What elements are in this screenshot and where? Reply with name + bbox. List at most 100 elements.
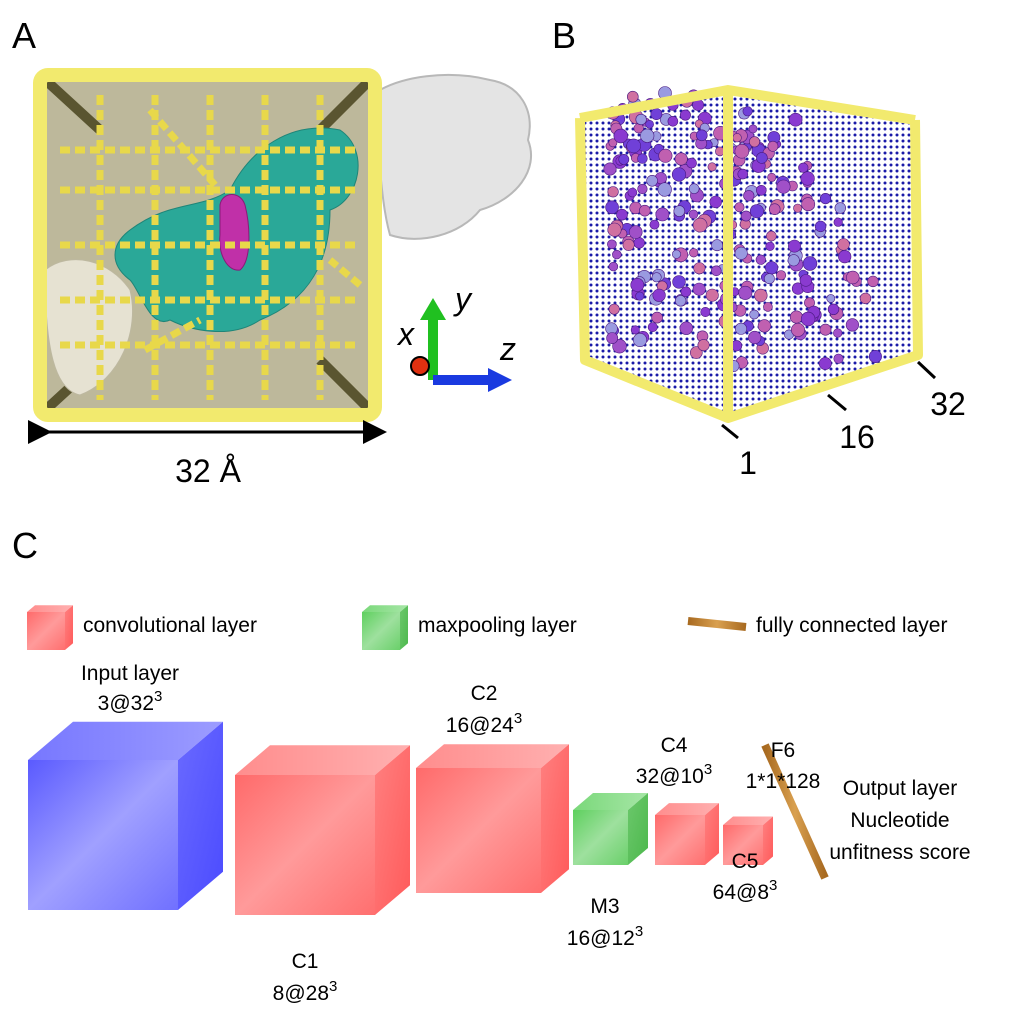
atom (609, 262, 618, 271)
atom (708, 163, 716, 171)
atom (659, 149, 672, 162)
atom (607, 240, 616, 249)
atom (801, 172, 815, 186)
atom (733, 133, 742, 142)
atom (815, 221, 826, 232)
atom (735, 247, 747, 259)
atom (631, 278, 644, 291)
size-base: 32@10 (636, 765, 704, 788)
atom (612, 250, 621, 259)
atom (701, 307, 710, 316)
atom (680, 110, 690, 120)
atom (802, 198, 815, 211)
atom (693, 283, 705, 295)
output-label: Nucleotide (850, 809, 949, 832)
atom (794, 204, 802, 212)
atom (687, 158, 697, 168)
atom (758, 320, 771, 333)
panel-label: A (12, 15, 36, 56)
atom (735, 203, 744, 212)
atom (623, 239, 634, 250)
atom (838, 250, 851, 263)
tick-label: 16 (839, 419, 875, 455)
atom (656, 208, 669, 221)
atom (652, 273, 661, 282)
scale-label: 32 Å (175, 453, 241, 489)
layer-name: M3 (590, 895, 619, 918)
cube-side (375, 745, 410, 915)
atom (696, 130, 707, 141)
atom (633, 333, 646, 346)
atom (681, 287, 691, 297)
atom (766, 231, 776, 241)
size-exponent: 3 (154, 688, 162, 705)
atom (801, 312, 815, 326)
atom (646, 120, 654, 128)
layer-size: 32@103 (636, 761, 712, 788)
atom (790, 311, 802, 323)
atom (765, 262, 778, 275)
atom (680, 322, 693, 335)
atom (634, 238, 645, 249)
atom (868, 276, 879, 287)
layer-name: C5 (732, 850, 759, 873)
atom (639, 205, 650, 216)
atom (749, 125, 757, 133)
size-exponent: 3 (329, 978, 337, 995)
atom (834, 354, 843, 363)
atom (803, 257, 817, 271)
cube-side (763, 817, 773, 866)
atom (763, 302, 772, 311)
atom (791, 323, 804, 336)
nucleotide-surface (220, 194, 249, 270)
atom (835, 203, 846, 214)
atom (749, 137, 759, 147)
atom (606, 201, 619, 214)
cube-front (655, 815, 705, 865)
atom (820, 324, 831, 335)
panel-label: C (12, 525, 38, 566)
size-base: 8@28 (273, 982, 329, 1005)
size-base: 1*1*128 (746, 770, 821, 793)
atom (800, 275, 812, 287)
legend-label: convolutional layer (83, 614, 257, 637)
cube-top (362, 605, 408, 612)
atom (607, 333, 618, 344)
atom (651, 109, 662, 120)
atom (698, 339, 709, 350)
output-label: Output layer (843, 777, 957, 800)
atom (638, 154, 648, 164)
atom (750, 205, 763, 218)
figure: A 32 Å x y z B 1 16 32 C convolutional l… (0, 0, 1016, 1010)
cube-front (573, 810, 628, 865)
atom (754, 289, 767, 302)
atom (636, 292, 644, 300)
atom (648, 323, 657, 332)
atom (769, 204, 780, 215)
cube-front (27, 612, 65, 650)
size-exponent: 3 (514, 710, 522, 727)
legend-label: maxpooling layer (418, 614, 577, 637)
atom (608, 223, 621, 236)
atom (789, 113, 802, 126)
atom (638, 184, 648, 194)
atom (860, 293, 871, 304)
layer-size: 64@83 (713, 877, 778, 904)
fc-rod (765, 745, 825, 878)
output-label: unfitness score (829, 841, 970, 864)
atom (743, 107, 752, 116)
atom (629, 226, 642, 239)
panel-b: B 1 16 32 (552, 15, 966, 481)
atom (689, 184, 699, 194)
layer-name: F6 (771, 739, 796, 762)
atom (846, 271, 859, 284)
tick-label: 32 (930, 386, 966, 422)
atom (627, 139, 641, 153)
atom (675, 153, 687, 165)
legend-rod (688, 621, 746, 627)
atom (756, 255, 766, 265)
atom (628, 188, 637, 197)
atom (741, 211, 751, 221)
axis-label: x (396, 316, 415, 352)
atom (711, 266, 721, 276)
